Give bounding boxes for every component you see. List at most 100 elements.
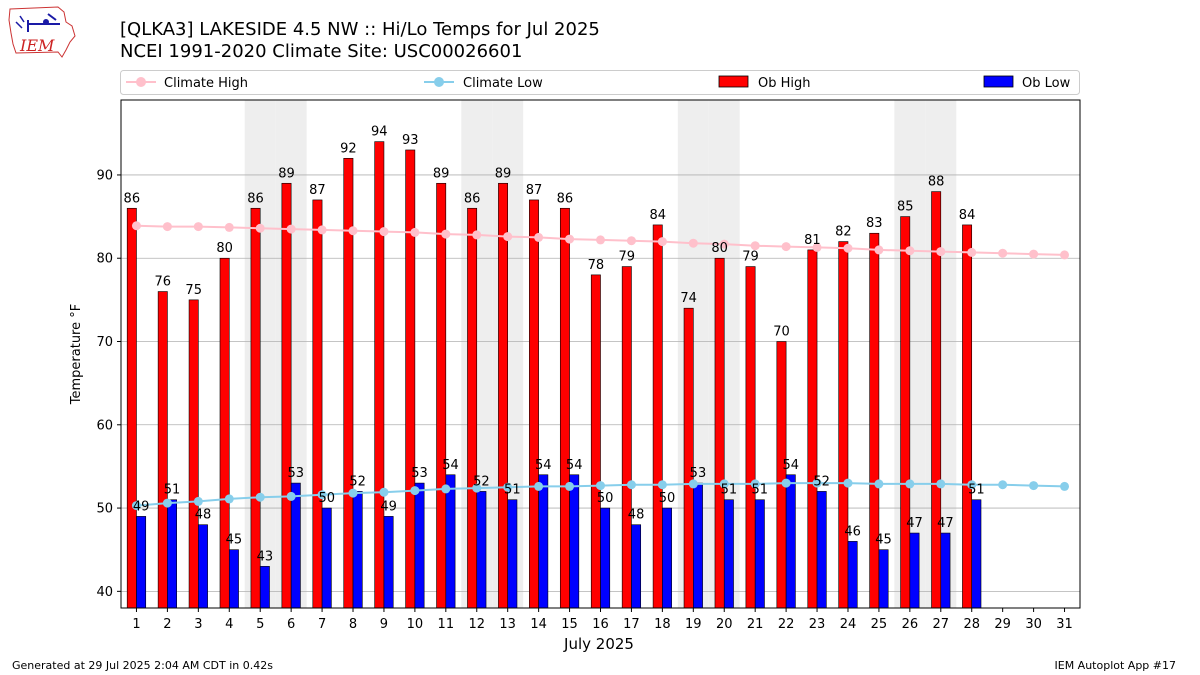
data-label-ob-high: 83: [866, 216, 883, 231]
chart-subtitle: NCEI 1991-2020 Climate Site: USC00026601: [120, 41, 522, 62]
climate-high-point: [379, 227, 389, 237]
climate-high-point: [1060, 250, 1070, 260]
bar-ob-high: [900, 216, 911, 609]
data-label-ob-high: 86: [557, 191, 574, 206]
iem-logo[interactable]: IEM: [8, 6, 76, 58]
bar-ob-low: [228, 549, 239, 609]
legend-item-ob-high: Ob High: [718, 75, 811, 91]
bar-ob-high: [467, 207, 478, 609]
data-label-ob-low: 50: [597, 491, 614, 506]
data-label-ob-high: 78: [588, 258, 605, 273]
bar-ob-low: [600, 507, 611, 609]
data-label-ob-low: 47: [906, 516, 923, 531]
climate-high-point: [781, 242, 791, 252]
climate-high-point: [410, 227, 420, 237]
x-tick-label: 5: [256, 617, 264, 632]
legend-item-climate-high: Climate High: [126, 76, 248, 91]
climate-high-point: [255, 223, 265, 233]
x-tick-label: 26: [902, 617, 919, 632]
climate-low-point: [905, 479, 915, 489]
data-label-ob-low: 47: [937, 516, 954, 531]
climate-high-point: [626, 236, 636, 246]
data-label-ob-low: 52: [349, 474, 366, 489]
data-label-ob-high: 81: [804, 233, 821, 248]
bar-ob-low: [631, 524, 642, 609]
data-label-ob-high: 84: [649, 208, 666, 223]
legend-swatch-ob-low: [983, 75, 1014, 88]
bar-ob-high: [188, 299, 199, 609]
climate-high-point: [131, 221, 141, 231]
climate-high-point: [317, 225, 327, 235]
bar-ob-high: [219, 257, 230, 609]
data-label-ob-low: 53: [288, 466, 305, 481]
data-label-ob-low: 45: [875, 533, 892, 548]
climate-high-point: [472, 230, 482, 240]
y-tick-label: 50: [96, 502, 113, 517]
bar-ob-high: [343, 157, 354, 609]
bar-ob-low: [321, 507, 332, 609]
climate-low-point: [534, 481, 544, 491]
climate-low-point: [843, 478, 853, 488]
bar-ob-high: [838, 241, 849, 609]
bar-ob-low: [136, 516, 147, 609]
x-axis-label: July 2025: [563, 635, 634, 653]
data-label-ob-high: 86: [464, 191, 481, 206]
data-label-ob-low: 45: [226, 533, 243, 548]
climate-high-point: [812, 242, 822, 252]
data-label-ob-low: 54: [442, 458, 459, 473]
data-label-ob-low: 54: [782, 458, 799, 473]
data-label-ob-low: 49: [380, 499, 397, 514]
data-label-ob-low: 51: [968, 483, 985, 498]
climate-low-point: [812, 478, 822, 488]
data-label-ob-high: 79: [619, 250, 636, 265]
data-label-ob-high: 85: [897, 200, 914, 215]
climate-low-point: [750, 479, 760, 489]
bar-ob-high: [250, 207, 261, 609]
x-tick-label: 9: [380, 617, 388, 632]
bar-ob-high: [281, 182, 292, 609]
data-label-ob-high: 79: [742, 250, 759, 265]
bar-ob-low: [445, 474, 456, 609]
plot-area: 8649765175488045864389538750925294499353…: [96, 99, 1081, 632]
climate-low-point: [131, 501, 141, 511]
data-label-ob-high: 86: [124, 191, 141, 206]
bar-ob-high: [157, 291, 168, 609]
bar-ob-low: [198, 524, 208, 609]
data-label-ob-low: 50: [659, 491, 676, 506]
climate-low-point: [162, 498, 172, 508]
data-label-ob-low: 51: [504, 483, 521, 498]
bar-ob-low: [723, 499, 734, 609]
bar-ob-low: [167, 499, 177, 609]
climate-low-point: [1060, 481, 1070, 491]
climate-low-point: [565, 481, 575, 491]
bar-ob-high: [498, 182, 508, 609]
y-tick-label: 70: [96, 335, 113, 350]
bar-ob-high: [652, 224, 663, 609]
y-axis-label: Temperature °F: [69, 304, 84, 405]
bar-ob-low: [414, 482, 425, 609]
data-label-ob-high: 86: [247, 191, 264, 206]
climate-low-point: [224, 494, 234, 504]
bar-ob-low: [909, 532, 920, 609]
legend-label-ob-high: Ob High: [758, 76, 811, 91]
climate-high-point: [286, 224, 296, 234]
bar-ob-high: [714, 257, 725, 609]
data-label-ob-low: 54: [535, 458, 552, 473]
legend-item-ob-low: Ob Low: [983, 75, 1071, 91]
climate-high-point: [874, 245, 884, 255]
climate-low-point: [286, 491, 296, 501]
data-label-ob-low: 54: [566, 458, 583, 473]
bar-ob-high: [776, 341, 787, 609]
bar-ob-low: [754, 499, 765, 609]
x-tick-label: 12: [468, 617, 485, 632]
x-tick-label: 31: [1056, 617, 1073, 632]
y-tick-label: 60: [96, 418, 113, 433]
bar-ob-high: [683, 307, 694, 609]
climate-high-point: [596, 235, 605, 245]
data-label-ob-low: 48: [195, 508, 212, 523]
bar-ob-low: [693, 482, 703, 609]
climate-high-point: [967, 247, 977, 257]
data-label-ob-low: 43: [257, 549, 274, 564]
climate-low-point: [348, 488, 358, 498]
bar-ob-high: [869, 232, 880, 609]
